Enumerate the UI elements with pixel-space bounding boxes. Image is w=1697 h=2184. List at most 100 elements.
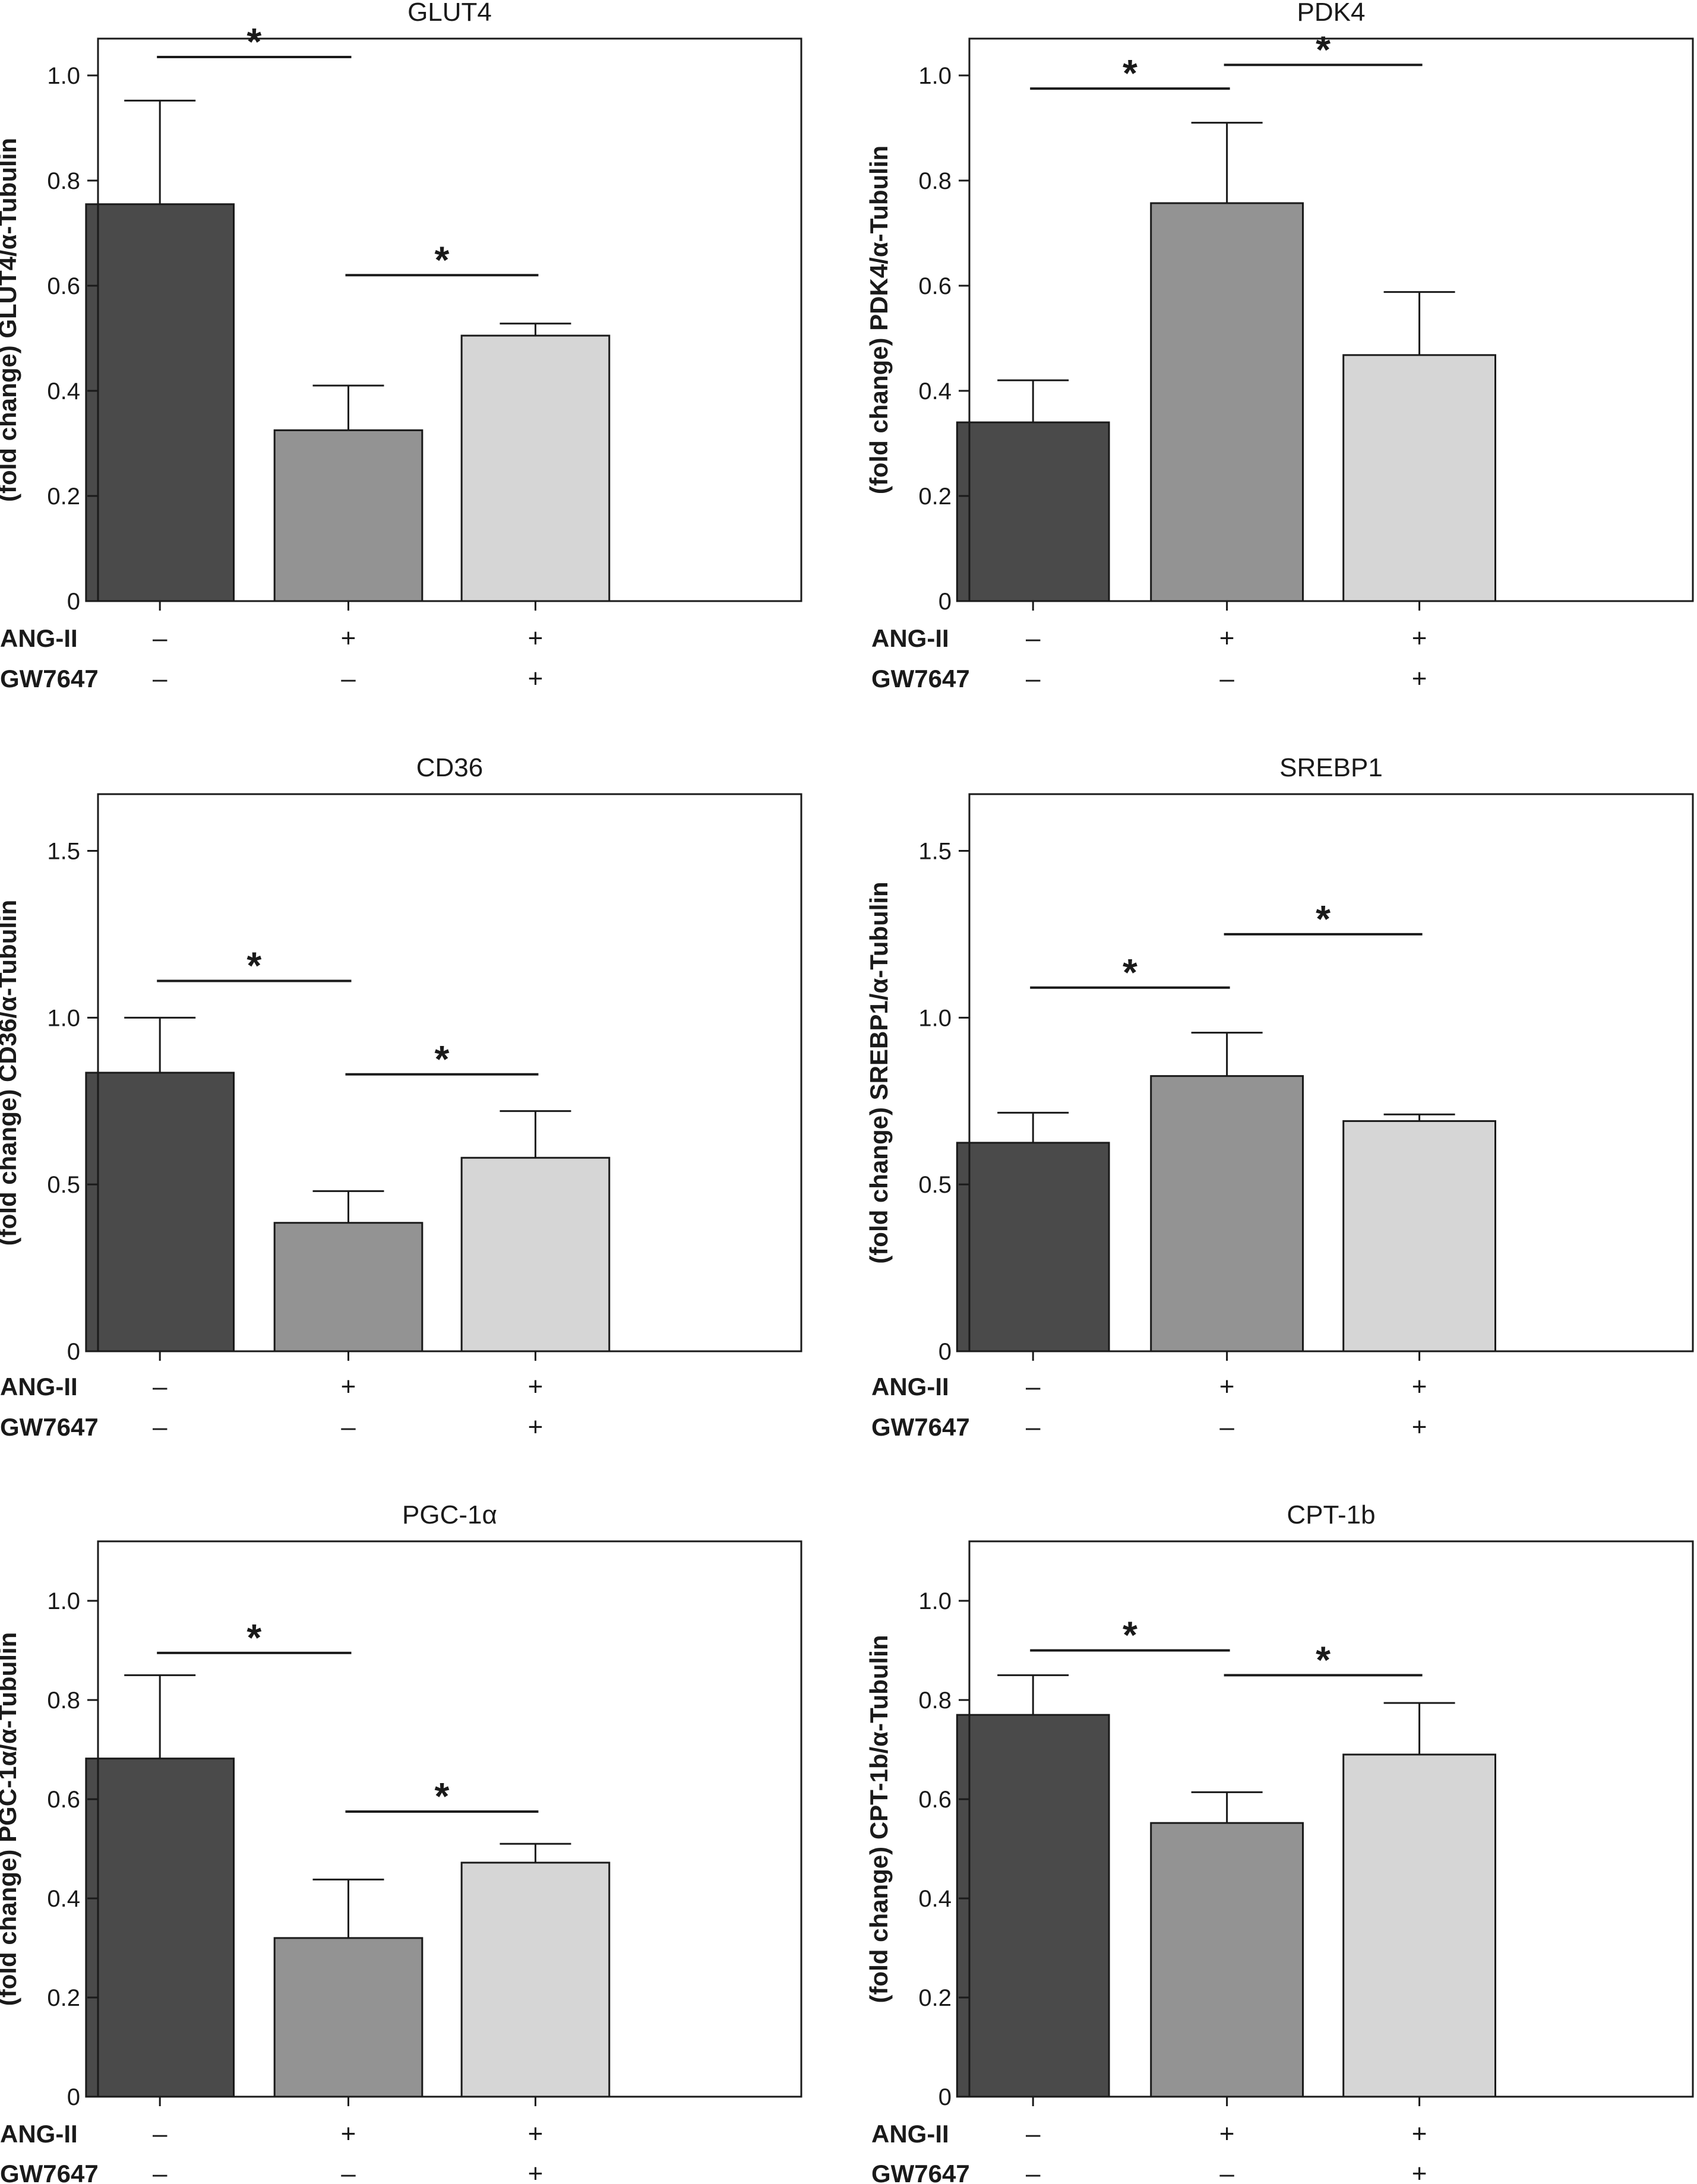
condition-value: – <box>153 664 168 693</box>
y-tick-label: 0.6 <box>918 1787 952 1813</box>
y-tick-label: 0.6 <box>47 1787 80 1813</box>
y-tick-label: 0 <box>67 1339 80 1365</box>
bar <box>460 334 611 602</box>
y-tick-label: 1.0 <box>47 1588 80 1614</box>
significance-star: * <box>247 20 261 63</box>
condition-row-label: GW7647 <box>0 2160 99 2184</box>
condition-value: – <box>1026 1372 1041 1401</box>
y-tick-label: 1.5 <box>918 838 952 864</box>
plot-frame <box>97 1540 802 2098</box>
significance-star: * <box>435 238 450 281</box>
chart-panel-1: PDK4 (fold change) PDK4/α-Tubulin 0 0.2 0.4 0… <box>865 0 1694 693</box>
y-tick-label: 0.8 <box>47 1687 80 1714</box>
bar <box>956 1714 1110 2098</box>
significance-star: * <box>1123 52 1137 94</box>
y-axis-label: (fold change) GLUT4/α-Tubulin <box>0 138 21 502</box>
plot-frame <box>968 37 1694 602</box>
condition-row-label: ANG-II <box>871 624 949 652</box>
condition-value: – <box>153 2159 168 2184</box>
bar <box>1150 1822 1304 2098</box>
condition-value: – <box>341 1412 356 1442</box>
chart-title: PDK4 <box>1297 0 1366 27</box>
y-tick-label: 0 <box>67 2084 80 2110</box>
condition-row-label: ANG-II <box>0 624 78 652</box>
significance-star: * <box>435 1775 450 1818</box>
condition-row-label: ANG-II <box>871 2120 949 2148</box>
condition-value: + <box>1412 664 1427 693</box>
y-tick-label: 1.0 <box>918 1005 952 1031</box>
condition-value: + <box>1412 1412 1427 1442</box>
y-tick-label: 1.0 <box>918 1588 952 1614</box>
chart-title: GLUT4 <box>407 0 492 27</box>
condition-value: + <box>1219 2119 1235 2148</box>
bar <box>85 1072 235 1352</box>
significance-star: * <box>1316 1638 1331 1681</box>
y-tick-label: 0.5 <box>918 1172 952 1198</box>
y-axis-label: (fold change) SREBP1/α-Tubulin <box>865 881 893 1263</box>
condition-value: – <box>1026 664 1041 693</box>
condition-value: – <box>153 2119 168 2148</box>
y-tick-label: 0 <box>938 589 952 615</box>
condition-value: – <box>1026 624 1041 653</box>
plot-frame <box>968 793 1694 1352</box>
condition-row-label: ANG-II <box>871 1373 949 1401</box>
chart-title: CPT-1b <box>1287 1500 1375 1529</box>
condition-value: + <box>1412 624 1427 653</box>
condition-row-label: GW7647 <box>871 1413 970 1441</box>
bar <box>1342 1120 1496 1352</box>
condition-value: + <box>341 2119 356 2148</box>
condition-value: – <box>1219 1412 1234 1442</box>
y-tick-label: 0.5 <box>47 1172 80 1198</box>
y-tick-label: 0.8 <box>47 168 80 194</box>
chart-panel-5: CPT-1b (fold change) CPT-1b/α-Tubulin 0 0.2… <box>865 1500 1694 2184</box>
y-tick-label: 0.2 <box>918 483 952 510</box>
significance-star: * <box>1316 897 1331 940</box>
significance-star: * <box>435 1038 450 1080</box>
bar <box>273 1222 424 1352</box>
y-tick-label: 0.8 <box>918 168 952 194</box>
y-tick-label: 0.8 <box>918 1687 952 1714</box>
chart-panel-4: PGC-1α (fold change) PGC-1α/α-Tubulin 0 0.2… <box>0 1500 802 2184</box>
chart-panel-2: CD36 (fold change) CD36/α-Tubulin 0 0.5 1.0 1… <box>0 753 802 1442</box>
condition-value: – <box>341 664 356 693</box>
chart-title: PGC-1α <box>402 1500 497 1529</box>
condition-value: + <box>528 624 543 653</box>
y-axis-label: (fold change) PDK4/α-Tubulin <box>865 146 893 494</box>
condition-value: + <box>341 1372 356 1401</box>
condition-value: – <box>153 1412 168 1442</box>
y-axis-label: (fold change) CD36/α-Tubulin <box>0 900 21 1246</box>
bar <box>956 421 1110 602</box>
plot-frame <box>97 37 802 602</box>
condition-value: + <box>341 624 356 653</box>
y-tick-label: 0 <box>938 1339 952 1365</box>
y-tick-label: 0.6 <box>47 273 80 299</box>
condition-row-label: GW7647 <box>871 2160 970 2184</box>
bar <box>273 429 424 602</box>
significance-star: * <box>1123 951 1137 994</box>
y-tick-label: 0.2 <box>47 483 80 510</box>
significance-star: * <box>1316 28 1331 71</box>
bar <box>85 1758 235 2098</box>
condition-value: – <box>153 624 168 653</box>
y-tick-label: 1.0 <box>47 63 80 89</box>
condition-value: – <box>1026 1412 1041 1442</box>
condition-row-label: GW7647 <box>0 1413 99 1441</box>
condition-value: – <box>1026 2119 1041 2148</box>
significance-star: * <box>247 944 261 987</box>
condition-row-label: GW7647 <box>871 665 970 693</box>
chart-title: SREBP1 <box>1279 753 1383 782</box>
y-tick-label: 0.4 <box>47 378 80 404</box>
bar <box>1342 354 1496 602</box>
y-tick-label: 0.4 <box>918 1886 952 1912</box>
y-tick-label: 0 <box>938 2084 952 2110</box>
plot-frame <box>97 793 802 1352</box>
condition-value: – <box>341 2159 356 2184</box>
y-tick-label: 1.5 <box>47 838 80 864</box>
chart-panel-3: SREBP1 (fold change) SREBP1/α-Tubulin 0 0.5… <box>865 753 1694 1442</box>
bar <box>460 1861 611 2098</box>
y-axis-label: (fold change) CPT-1b/α-Tubulin <box>865 1635 893 2003</box>
chart-title: CD36 <box>416 753 483 782</box>
condition-value: + <box>1219 624 1235 653</box>
condition-value: + <box>528 2119 543 2148</box>
bar <box>273 1937 424 2098</box>
